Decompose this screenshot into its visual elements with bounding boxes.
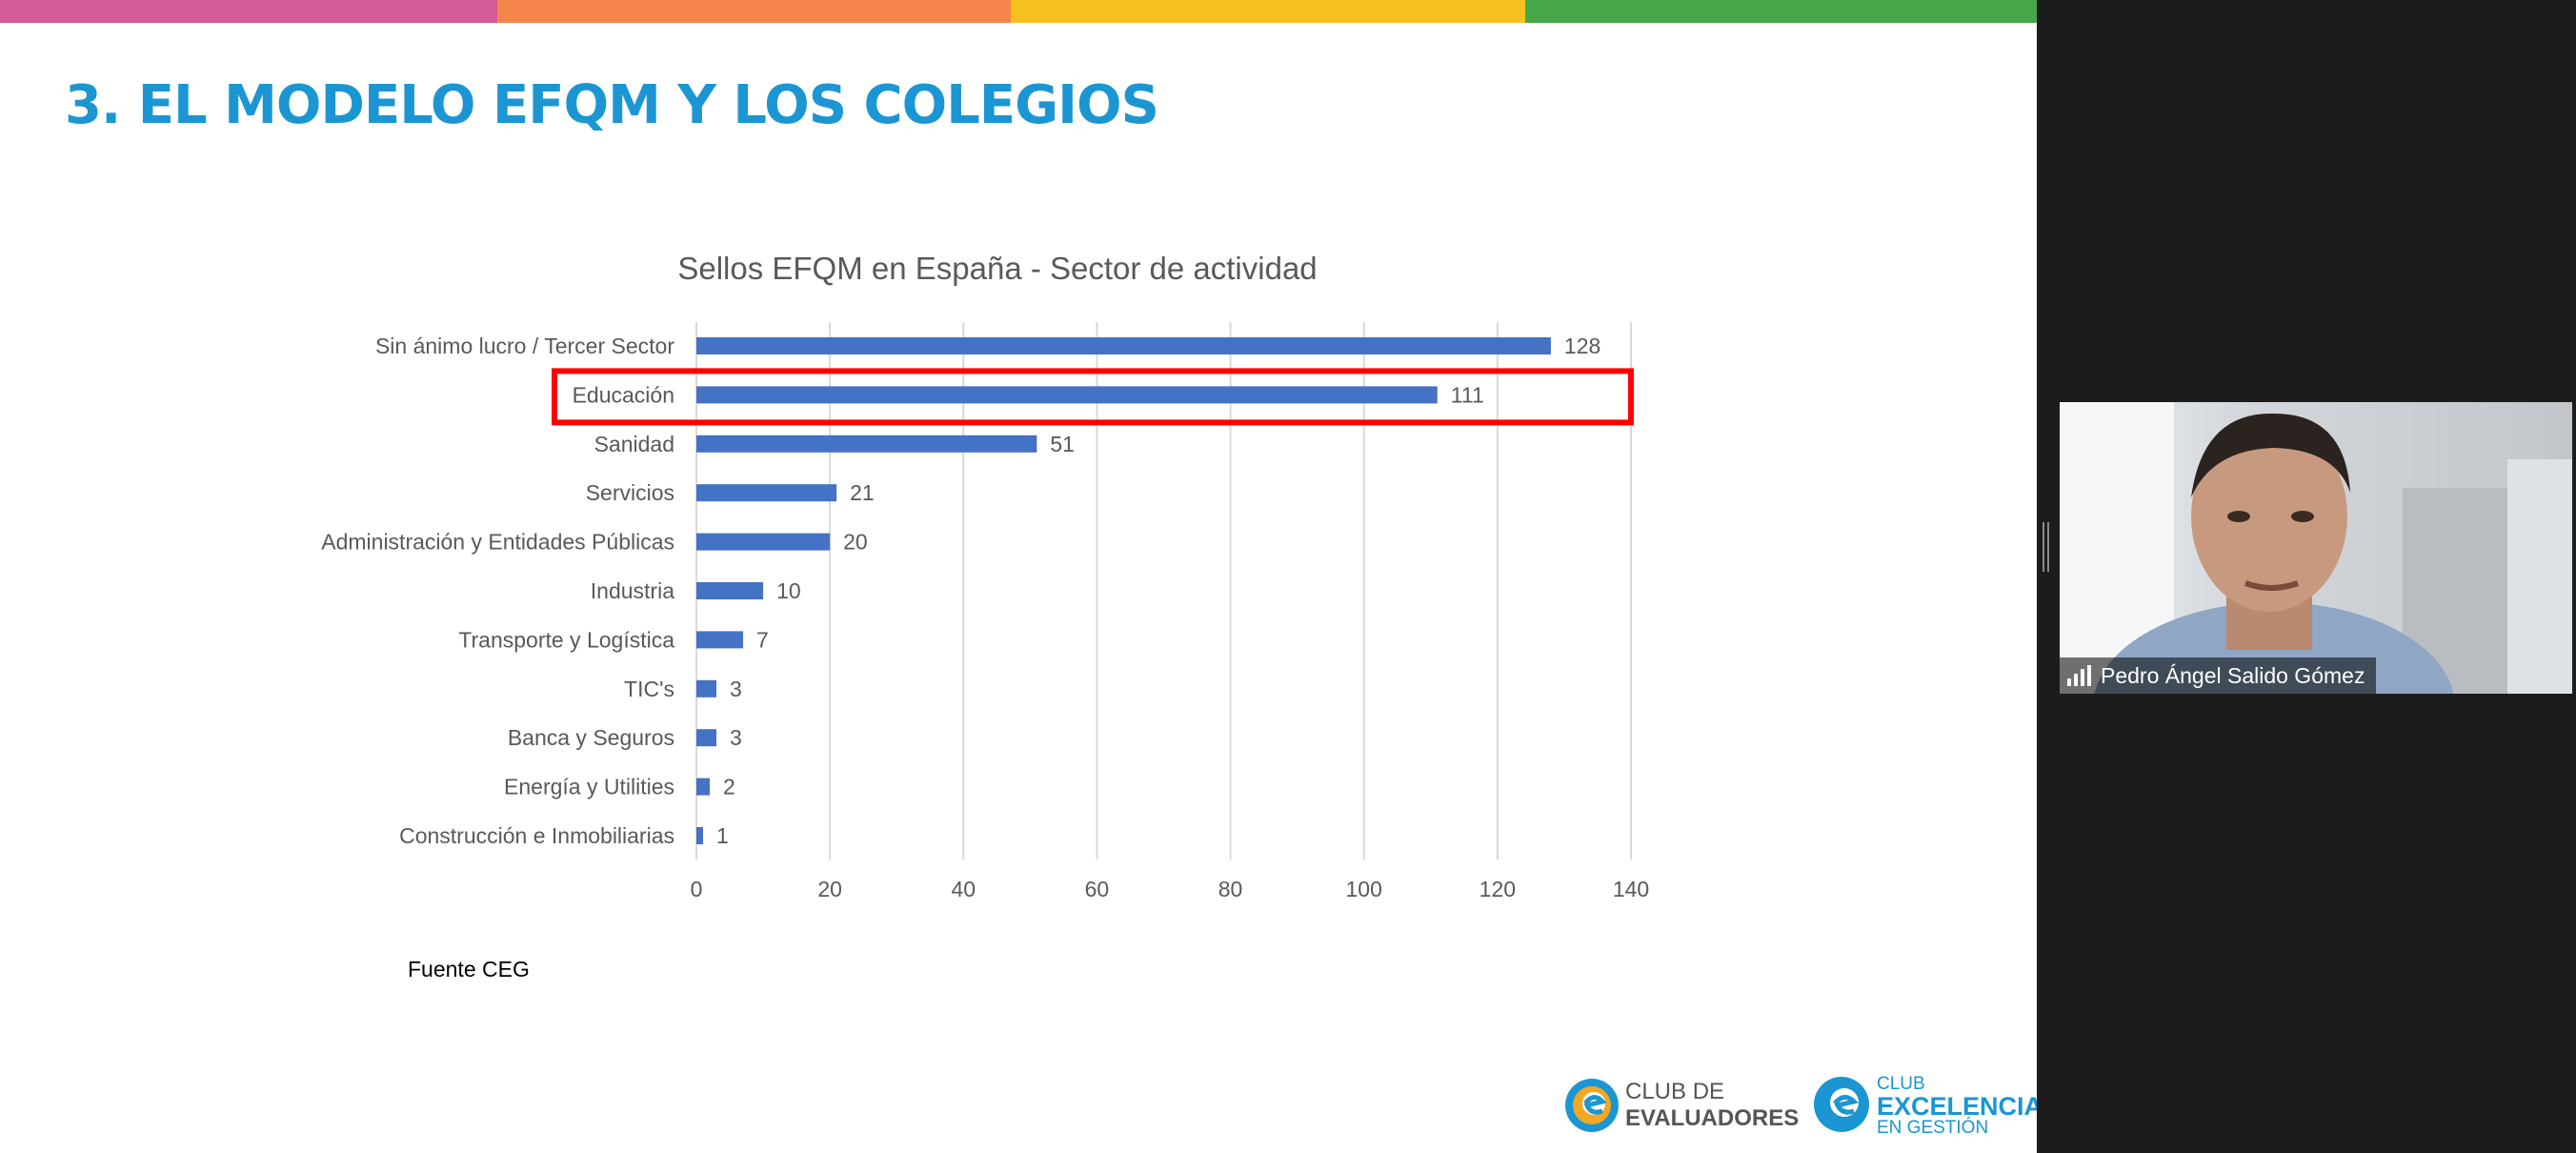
data-label: 1 bbox=[716, 823, 729, 848]
slide-title: 3. EL MODELO EFQM Y LOS COLEGIOS bbox=[65, 74, 1159, 136]
participant-video-tile[interactable]: Pedro Ángel Salido Gómez bbox=[2060, 402, 2572, 694]
bar bbox=[696, 435, 1037, 453]
x-tick-label: 140 bbox=[1613, 877, 1649, 901]
bar bbox=[696, 337, 1551, 354]
x-tick-label: 60 bbox=[1085, 877, 1110, 901]
category-label: Industria bbox=[591, 578, 674, 603]
panel-resize-handle[interactable] bbox=[2043, 522, 2050, 572]
category-label: Servicios bbox=[586, 480, 674, 505]
club-evaluadores-line2: EVALUADORES bbox=[1625, 1105, 1800, 1131]
x-tick-label: 100 bbox=[1346, 877, 1382, 901]
participant-name-label: Pedro Ángel Salido Gómez bbox=[2060, 657, 2377, 694]
color-stripe-3 bbox=[1011, 0, 1525, 23]
club-excelencia-line1: CLUB bbox=[1877, 1074, 1925, 1094]
category-label: Transporte y Logística bbox=[458, 627, 674, 652]
x-tick-label: 20 bbox=[817, 877, 842, 901]
category-label: Educación bbox=[573, 382, 674, 407]
bar bbox=[696, 729, 717, 747]
category-label: Sanidad bbox=[594, 432, 674, 456]
x-tick-label: 40 bbox=[951, 877, 976, 901]
presentation-slide: 3. EL MODELO EFQM Y LOS COLEGIOS Sellos … bbox=[0, 0, 2037, 1153]
color-stripe-4 bbox=[1525, 0, 2037, 23]
category-label: TIC's bbox=[624, 677, 674, 701]
club-excelencia-line3: EN GESTIÓN bbox=[1877, 1118, 1989, 1138]
category-label: Construcción e Inmobiliarias bbox=[399, 823, 674, 848]
data-label: 10 bbox=[776, 578, 801, 603]
source-note: Fuente CEG bbox=[408, 957, 530, 981]
bar bbox=[696, 386, 1438, 404]
club-excelencia-logo: CLUB EXCELENCIA EN GESTIÓN bbox=[1812, 1073, 2037, 1138]
bar-chart: Sellos EFQM en España - Sector de activi… bbox=[321, 251, 1649, 901]
category-label: Sin ánimo lucro / Tercer Sector bbox=[375, 334, 674, 358]
highlight-box bbox=[552, 368, 1634, 426]
club-excelencia-line2: EXCELENCIA bbox=[1877, 1092, 2037, 1121]
club-evaluadores-logo: CLUB DE EVALUADORES bbox=[1562, 1073, 1799, 1138]
data-label: 7 bbox=[756, 627, 769, 652]
signal-strength-icon bbox=[2067, 665, 2091, 686]
data-label: 3 bbox=[730, 677, 742, 701]
bar bbox=[696, 679, 717, 698]
category-label: Banca y Seguros bbox=[508, 725, 674, 750]
x-tick-label: 80 bbox=[1218, 877, 1243, 901]
data-label: 111 bbox=[1451, 382, 1484, 407]
bar bbox=[696, 778, 711, 796]
club-excelencia-emblem-icon bbox=[1814, 1077, 1869, 1132]
participant-video-frame bbox=[2060, 402, 2572, 694]
bar bbox=[696, 827, 704, 844]
x-tick-label: 120 bbox=[1479, 877, 1516, 901]
chart-title: Sellos EFQM en España - Sector de activi… bbox=[677, 251, 1317, 286]
category-label: Energía y Utilities bbox=[504, 775, 674, 799]
color-stripe-2 bbox=[497, 0, 1011, 23]
bar bbox=[696, 484, 837, 502]
bar bbox=[696, 582, 764, 599]
participant-name: Pedro Ángel Salido Gómez bbox=[2101, 662, 2365, 688]
data-label: 51 bbox=[1050, 432, 1075, 456]
color-stripe-1 bbox=[0, 0, 497, 23]
data-label: 128 bbox=[1564, 334, 1600, 358]
chart-bars bbox=[552, 337, 1634, 844]
data-label: 3 bbox=[730, 725, 742, 750]
category-label: Administración y Entidades Públicas bbox=[321, 530, 674, 555]
data-label: 20 bbox=[843, 530, 868, 555]
bar bbox=[696, 533, 831, 551]
bar bbox=[696, 631, 744, 649]
club-evaluadores-line1: CLUB DE bbox=[1625, 1079, 1725, 1104]
data-label: 2 bbox=[723, 775, 735, 799]
x-tick-label: 0 bbox=[691, 877, 703, 901]
data-label: 21 bbox=[850, 480, 875, 505]
chart-grid bbox=[695, 322, 1632, 860]
club-evaluadores-emblem-icon bbox=[1565, 1079, 1619, 1132]
